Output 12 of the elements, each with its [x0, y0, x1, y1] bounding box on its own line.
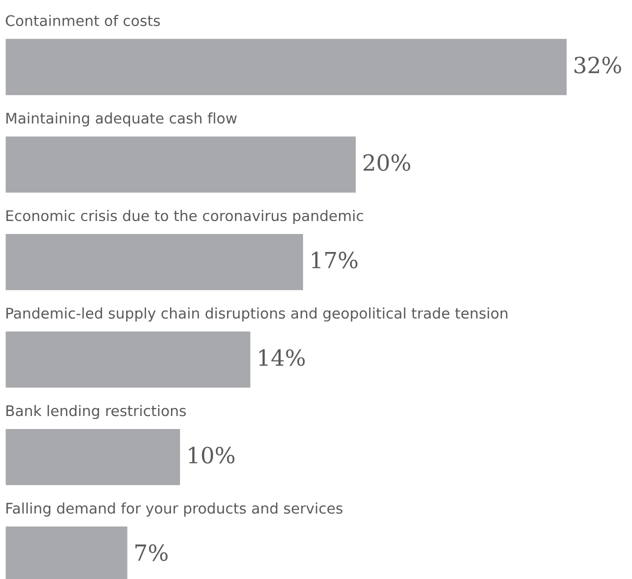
y-tick-label: Bank lending restrictions: [6, 404, 186, 420]
data-label: 10%: [188, 446, 234, 464]
data-label: 14%: [259, 349, 305, 366]
y-tick-label: Economic crisis due to the coronavirus pandemic: [6, 210, 364, 224]
data-label: 17%: [312, 252, 358, 268]
y-tick-label: Falling demand for your products and services: [6, 502, 342, 517]
data-label: 32%: [574, 56, 622, 74]
y-tick-label: Containment of costs: [6, 14, 160, 26]
data-label: 20%: [364, 154, 410, 171]
y-tick-label: Maintaining adequate cash flow: [6, 112, 237, 126]
y-tick-label: Pandemic-led supply chain disruptions and geopolitical trade tension: [6, 307, 508, 322]
data-label: 7%: [135, 544, 168, 562]
